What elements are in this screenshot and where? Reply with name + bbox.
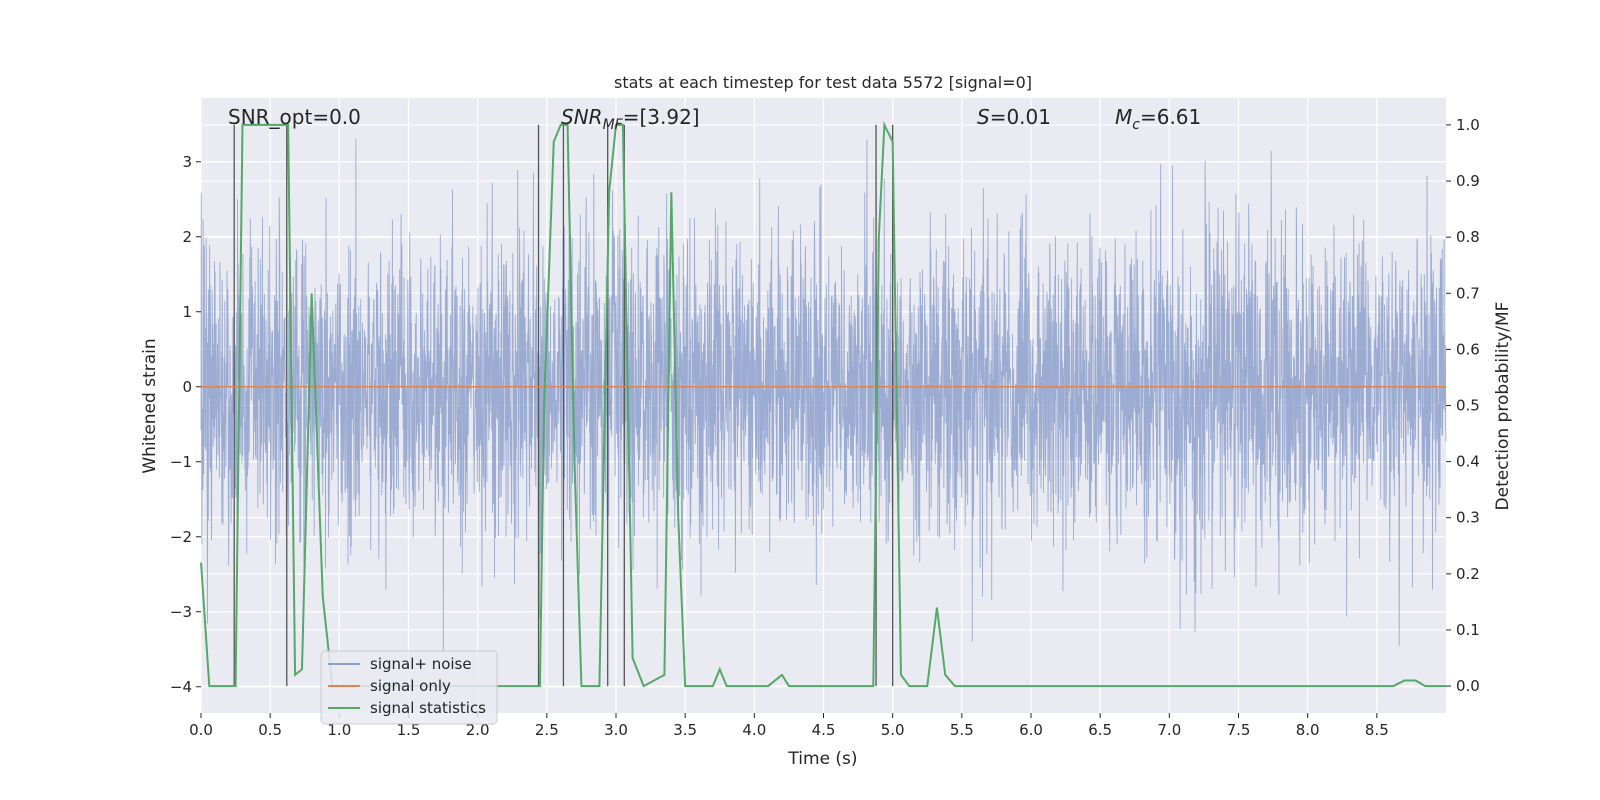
annotation-s: S=0.01 [977, 105, 1051, 129]
x-tick-label: 2.0 [466, 721, 490, 739]
s-value: =0.01 [990, 105, 1051, 129]
y-right-tick-label: 0.1 [1456, 621, 1480, 639]
x-tick-label: 1.0 [327, 721, 351, 739]
snr-mf-value: =[3.92] [623, 105, 700, 129]
x-tick-label: 6.5 [1088, 721, 1112, 739]
x-tick-label: 5.5 [950, 721, 974, 739]
x-tick-label: 5.0 [881, 721, 905, 739]
y-left-tick-label: −1 [170, 453, 192, 471]
x-tick-label: 7.5 [1227, 721, 1251, 739]
y-right-axis-label: Detection probability/MF [1493, 302, 1513, 511]
y-right-tick-label: 0.3 [1456, 509, 1480, 527]
annotation-snr-mf: SNRMF=[3.92] [561, 105, 700, 133]
snr-mf-symbol: SNR [561, 105, 603, 129]
y-left-tick-label: 3 [182, 153, 192, 171]
x-tick-label: 4.0 [742, 721, 766, 739]
y-left-tick-label: −4 [170, 678, 192, 696]
signal-noise-line [200, 139, 1447, 653]
signal-noise-series [200, 139, 1447, 653]
y-right-tick-label: 0.4 [1456, 453, 1480, 471]
legend-box [320, 650, 498, 725]
legend-label-signal-only: signal only [370, 677, 451, 695]
x-tick-label: 0.5 [258, 721, 282, 739]
y-right-tick-label: 0.0 [1456, 677, 1480, 695]
y-right-tick-label: 0.9 [1456, 172, 1480, 190]
y-left-axis-label: Whitened strain [140, 338, 160, 473]
signal-statistics-line [200, 121, 1446, 688]
s-symbol: S [977, 105, 990, 129]
legend-label-signal-statistics: signal statistics [370, 699, 486, 717]
y-right-tick-label: 0.7 [1456, 284, 1480, 302]
y-left-axis-ticks: 3 2 1 0 −1 −2 −3 −4 [170, 153, 201, 696]
annotation-mc: Mc=6.61 [1115, 105, 1201, 133]
x-tick-label: 2.5 [535, 721, 559, 739]
x-tick-label: 6.0 [1019, 721, 1043, 739]
y-left-tick-label: −3 [170, 603, 192, 621]
y-left-tick-label: 0 [182, 378, 192, 396]
x-tick-label: 3.0 [604, 721, 628, 739]
legend-label-signal-noise: signal+ noise [370, 655, 472, 673]
y-right-tick-label: 0.6 [1456, 340, 1480, 358]
annotation-snr-opt: SNR_opt=0.0 [228, 105, 361, 129]
mc-value: =6.61 [1140, 105, 1201, 129]
mc-symbol: M [1115, 105, 1132, 129]
x-tick-label: 4.5 [812, 721, 836, 739]
y-left-tick-label: 1 [182, 303, 192, 321]
y-left-tick-label: −2 [170, 528, 192, 546]
y-right-tick-label: 1.0 [1456, 116, 1480, 134]
x-tick-label: 0.0 [189, 721, 213, 739]
x-tick-label: 7.0 [1157, 721, 1181, 739]
y-right-tick-label: 0.5 [1456, 397, 1480, 415]
y-right-tick-label: 0.8 [1456, 228, 1480, 246]
snr-mf-subscript: MF [603, 117, 624, 133]
x-axis-ticks: 0.0 0.5 1.0 1.5 2.0 2.5 3.0 3.5 4.0 4.5 5.0 5.5 6.0 6… [189, 713, 1389, 739]
y-right-tick-label: 0.2 [1456, 565, 1480, 583]
y-right-axis-ticks: 1.0 0.9 0.8 0.7 0.6 0.5 0.4 0.3 0.2 0.1 0.0 [1446, 116, 1480, 695]
legend: signal+ noise signal only signal statist… [320, 650, 498, 725]
signal-statistics-series [200, 121, 1446, 688]
y-left-tick-label: 2 [182, 228, 192, 246]
x-axis-label: Time (s) [787, 749, 857, 769]
x-tick-label: 3.5 [673, 721, 697, 739]
chart-title: stats at each timestep for test data 557… [614, 73, 1032, 92]
x-tick-label: 8.0 [1296, 721, 1320, 739]
x-tick-label: 8.5 [1365, 721, 1389, 739]
mc-subscript: c [1132, 117, 1140, 133]
x-tick-label: 1.5 [397, 721, 421, 739]
